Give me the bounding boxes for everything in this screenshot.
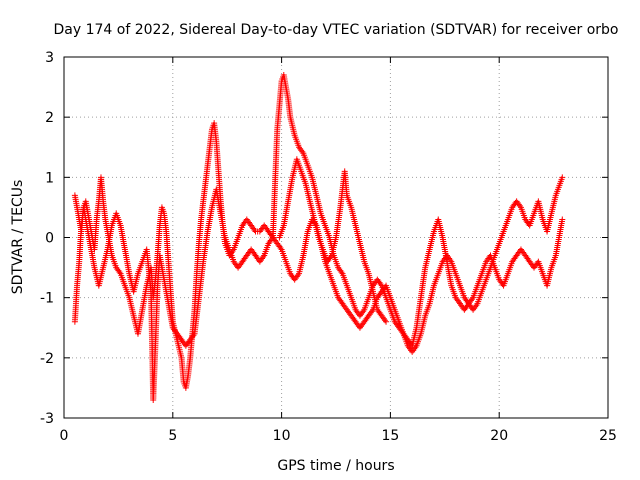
x-tick-label: 25 xyxy=(599,428,617,444)
data-point xyxy=(559,216,566,223)
x-tick-label: 20 xyxy=(490,428,508,444)
data-point xyxy=(559,174,566,181)
series-band-b xyxy=(71,72,566,403)
y-tick-label: 1 xyxy=(45,170,54,186)
y-axis-label: SDTVAR / TECUs xyxy=(10,180,26,295)
series-band-c xyxy=(276,156,390,325)
data-markers xyxy=(71,72,566,403)
x-tick-label: 5 xyxy=(168,428,177,444)
x-tick-label: 10 xyxy=(273,428,291,444)
axis-ticks xyxy=(63,56,609,419)
y-tick-label: -3 xyxy=(40,411,54,427)
x-axis-label: GPS time / hours xyxy=(277,458,394,474)
x-tick-label: 0 xyxy=(60,428,69,444)
y-tick-label: -1 xyxy=(40,291,54,307)
y-tick-labels: -3 -2 -1 0 1 2 3 xyxy=(40,50,54,427)
chart-title: Day 174 of 2022, Sidereal Day-to-day VTE… xyxy=(54,22,619,38)
x-tick-labels: 0 5 10 15 20 25 xyxy=(60,428,617,444)
data-point xyxy=(383,318,390,325)
y-tick-label: 2 xyxy=(45,110,54,126)
y-tick-label: 0 xyxy=(45,231,54,247)
y-tick-label: -2 xyxy=(40,351,54,367)
x-tick-label: 15 xyxy=(381,428,399,444)
y-tick-label: 3 xyxy=(45,50,54,66)
